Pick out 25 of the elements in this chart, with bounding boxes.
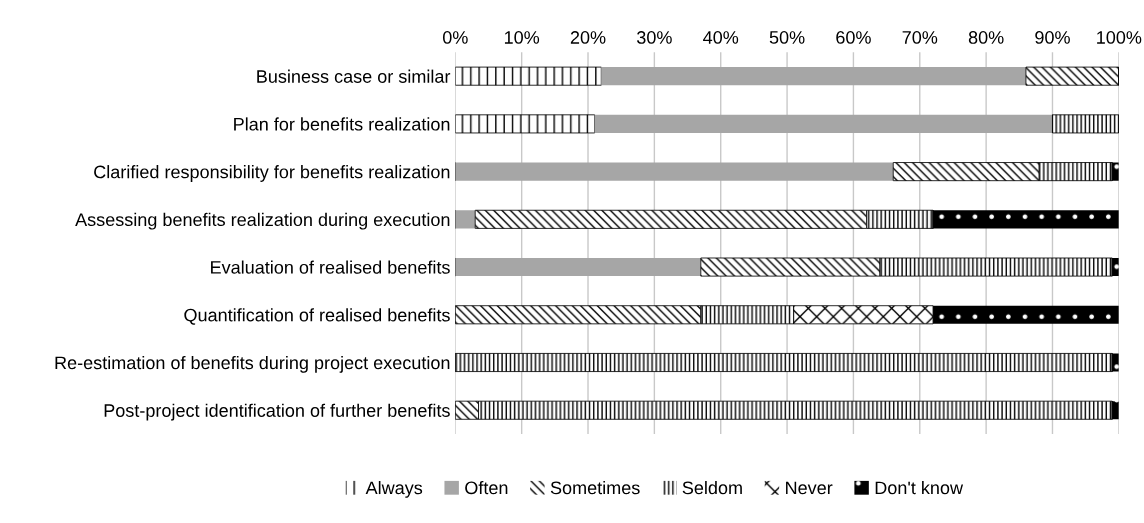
legend-label: Never [786,481,833,495]
y-tick-label: Post-project identification of further benefits [104,403,450,421]
x-tick-label: 40% [703,31,739,44]
legend-label: Seldom [682,480,742,495]
x-tick-label: 80% [968,31,1004,44]
x-tick-label: 60% [836,31,871,44]
x-tick-label: 20% [570,31,606,44]
x-tick-label: 70% [902,31,938,44]
x-tick-label: 100% [1097,31,1142,44]
legend-label: Sometimes [550,480,640,495]
y-tick-label: Business case or similar [257,69,451,83]
x-tick-label: 0% [442,31,468,44]
y-tick-label: Clarified responsibility for benefits realization [94,165,450,182]
y-tick-label: Evaluation of realised benefits [211,260,450,274]
y-tick-label: Plan for benefits realization [234,117,450,131]
x-tick-label: 90% [1035,31,1070,44]
y-tick-label: Assessing benefits realization during execution [75,212,450,230]
x-tick-label: 50% [769,31,805,44]
legend-label: Always [365,480,423,498]
y-tick-label: Quantification of realised benefits [184,308,450,325]
y-tick-label: Re-estimation of benefits during project execution [55,355,450,373]
legend-label: Often [465,481,508,495]
legend-label: Don't know [875,480,964,495]
x-tick-label: 30% [636,31,672,44]
x-tick-label: 10% [504,31,540,44]
